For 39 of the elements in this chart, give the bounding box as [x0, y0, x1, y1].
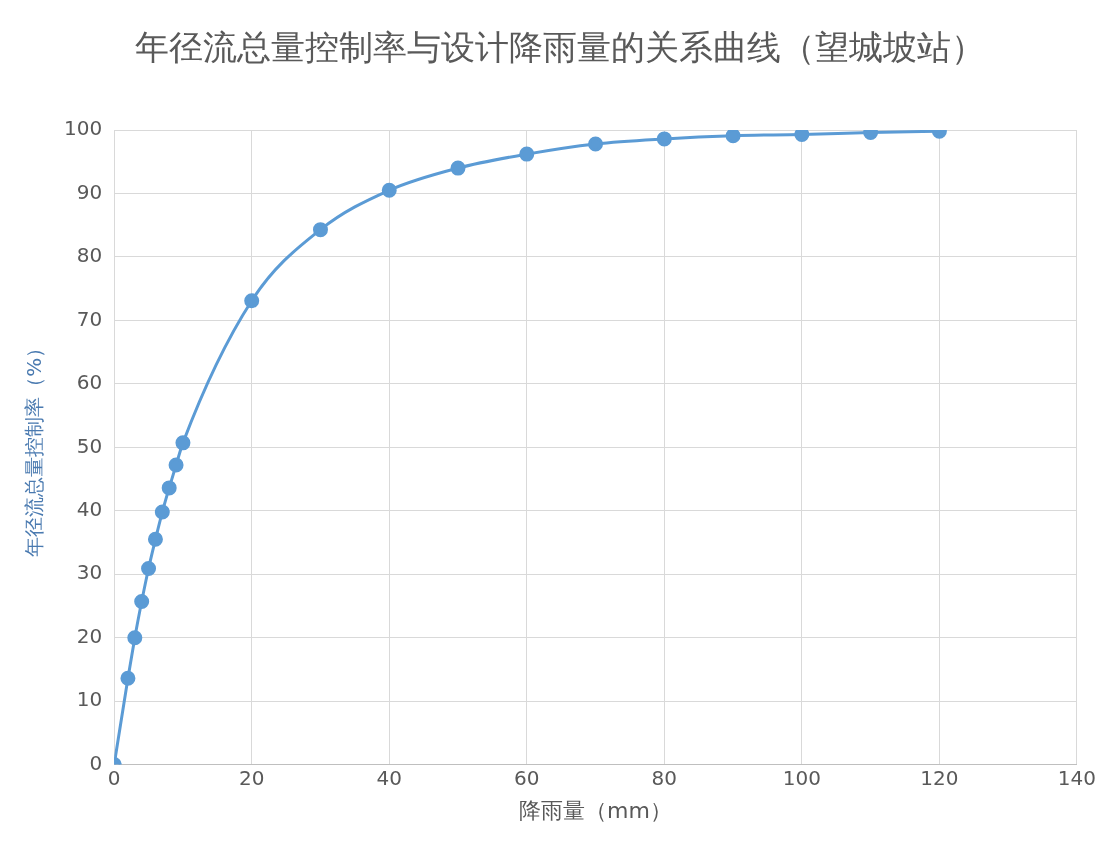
- point: [381, 182, 397, 198]
- point: [127, 630, 143, 646]
- point: [519, 146, 535, 162]
- y-tick-label: 50: [76, 433, 103, 458]
- y-tick-label: 10: [76, 687, 103, 712]
- point: [147, 531, 163, 547]
- y-tick-label: 70: [76, 306, 103, 331]
- y-tick-label: 100: [63, 116, 103, 141]
- x-tick-label: 60: [514, 765, 540, 790]
- y-tick-label: 90: [76, 179, 103, 204]
- y-tick-label: 20: [76, 623, 103, 648]
- x-tick-label: 100: [782, 765, 821, 790]
- point: [161, 480, 177, 496]
- y-tick-label: 80: [76, 243, 103, 268]
- x-tick-label: 140: [1057, 765, 1097, 790]
- point: [450, 160, 466, 176]
- x-tick-label: 80: [651, 765, 678, 790]
- chart-title: 年径流总量控制率与设计降雨量的关系曲线（望城坡站）: [134, 26, 986, 69]
- x-axis-title: 降雨量（mm）: [519, 797, 672, 823]
- x-tick-label: 120: [920, 765, 959, 790]
- point: [120, 670, 136, 686]
- point: [244, 293, 260, 309]
- y-axis-title: 年径流总量控制率（%）: [22, 337, 47, 557]
- x-tick-label: 20: [238, 765, 265, 790]
- point: [154, 504, 170, 520]
- point: [175, 435, 191, 451]
- point: [725, 130, 741, 144]
- point: [141, 561, 157, 577]
- x-tick-label: 40: [376, 765, 402, 790]
- point: [588, 136, 604, 152]
- x-tick-label: 0: [107, 765, 121, 790]
- y-tick-label: 30: [76, 560, 103, 585]
- point: [794, 130, 810, 142]
- point: [134, 594, 150, 610]
- point: [168, 457, 184, 473]
- point: [312, 222, 328, 238]
- y-tick-label: 40: [76, 496, 103, 521]
- point: [656, 131, 672, 147]
- y-tick-label: 60: [76, 370, 103, 395]
